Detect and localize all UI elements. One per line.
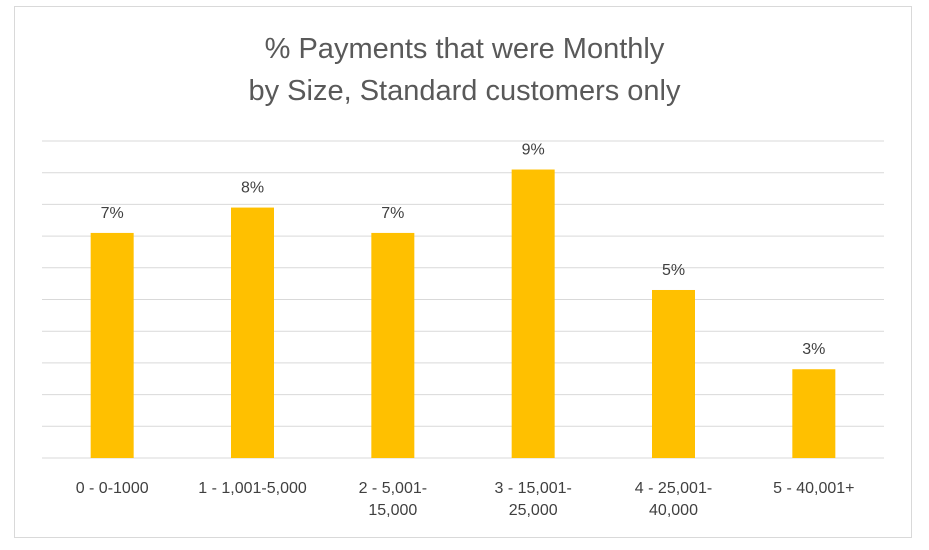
x-tick-label: 5 - 40,001+ (773, 480, 854, 497)
x-tick-label: 2 - 5,001- (359, 480, 427, 497)
x-tick-label: 3 - 15,001- (494, 480, 571, 497)
x-tick-label: 4 - 25,001- (635, 480, 712, 497)
data-label: 7% (381, 205, 404, 222)
bar (90, 232, 134, 458)
chart-area (14, 6, 912, 538)
x-tick-label: 0 - 0-1000 (76, 480, 149, 497)
x-tick-label: 15,000 (368, 502, 417, 519)
x-tick-label: 40,000 (649, 502, 698, 519)
bar (792, 369, 836, 458)
bar (511, 169, 555, 458)
data-label: 3% (802, 341, 825, 358)
bar (652, 289, 695, 458)
data-label: 5% (662, 262, 685, 279)
data-label: 8% (241, 180, 264, 197)
chart-title-line-2: by Size, Standard customers only (248, 75, 681, 107)
data-label: 7% (101, 205, 124, 222)
bar (231, 207, 274, 458)
x-tick-label: 1 - 1,001-5,000 (198, 480, 307, 497)
x-tick-label: 25,000 (509, 502, 558, 519)
bar (371, 232, 415, 458)
data-label: 9% (522, 142, 545, 159)
chart-title: % Payments that were Monthly by Size, St… (0, 28, 929, 112)
chart-title-line-1: % Payments that were Monthly (264, 33, 665, 65)
